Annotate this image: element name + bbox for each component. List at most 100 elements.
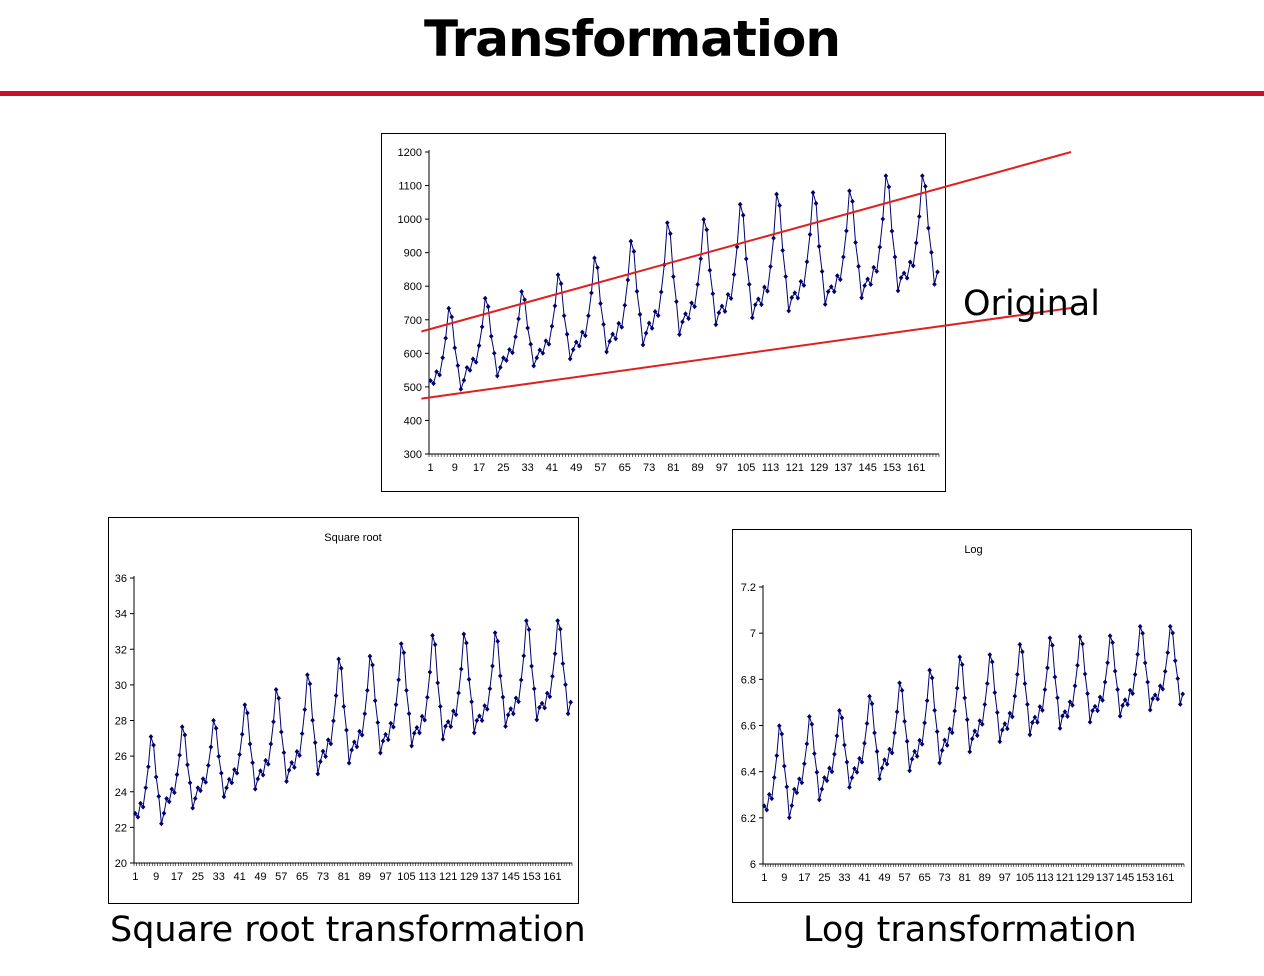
data-point [695, 281, 700, 288]
data-point [1047, 635, 1053, 641]
data-point [396, 677, 401, 683]
y-tick-label: 6.4 [741, 767, 756, 779]
data-point [1055, 695, 1060, 701]
data-point [731, 271, 737, 278]
data-point [305, 672, 310, 678]
x-tick-label: 41 [233, 871, 245, 883]
data-point [458, 666, 464, 672]
data-point [792, 786, 797, 792]
x-tick-label: 137 [834, 462, 852, 474]
data-point [557, 626, 563, 632]
data-point [853, 239, 858, 246]
x-tick-label: 129 [810, 462, 828, 474]
data-point [909, 756, 915, 762]
data-point [886, 184, 892, 190]
data-point [229, 780, 235, 786]
data-point [414, 724, 420, 731]
data-point [1145, 679, 1150, 685]
data-point [367, 653, 373, 659]
data-point [832, 751, 837, 757]
data-point [524, 618, 529, 624]
x-tick-label: 49 [878, 872, 890, 884]
data-point [446, 305, 452, 311]
data-point [962, 695, 968, 701]
data-point [923, 183, 928, 190]
data-point [1067, 699, 1073, 705]
x-tick-label: 137 [1096, 872, 1114, 884]
x-tick-label: 129 [460, 871, 478, 883]
data-point [837, 708, 842, 714]
data-point [889, 228, 895, 234]
data-point [174, 772, 180, 778]
data-point [185, 762, 190, 768]
data-point [380, 738, 386, 744]
data-point [887, 746, 892, 752]
data-point [864, 720, 870, 727]
data-point [794, 790, 800, 796]
data-point [430, 632, 435, 639]
data-point [1072, 683, 1078, 689]
data-point [148, 734, 154, 740]
data-point [1092, 703, 1098, 710]
data-point [286, 767, 292, 773]
data-point [549, 323, 555, 329]
data-point [208, 744, 214, 750]
data-point [764, 807, 770, 813]
series-line: Original [430, 175, 938, 390]
data-point [782, 763, 787, 769]
data-point [1170, 630, 1176, 636]
data-point [784, 784, 790, 790]
data-point [271, 719, 276, 725]
data-point [273, 687, 279, 693]
data-point [850, 198, 855, 204]
x-tick-label: 105 [737, 462, 755, 474]
data-point [443, 723, 448, 729]
x-tick-label: 81 [667, 462, 679, 474]
data-point [531, 686, 537, 692]
data-point [482, 295, 488, 301]
data-point [299, 730, 305, 737]
data-point [476, 343, 482, 349]
data-point [391, 724, 396, 730]
data-point [1005, 726, 1010, 732]
data-point [842, 742, 847, 748]
data-point [550, 673, 555, 679]
data-point [1032, 714, 1038, 720]
data-point [438, 703, 443, 710]
sqrt-chart-plot: Square root 20 22 24 26 28 30 32 34 36 1 9 17 25 33 41 4… [115, 532, 573, 883]
data-point [315, 771, 321, 777]
data-point [464, 640, 469, 646]
data-point [789, 802, 795, 809]
data-point [829, 769, 835, 775]
data-point [897, 680, 902, 686]
x-tick-label: 49 [254, 871, 266, 883]
data-point [1052, 674, 1058, 680]
x-tick-label: 65 [296, 871, 308, 883]
title-rule [0, 91, 1264, 96]
data-point [425, 694, 430, 700]
data-point [432, 642, 438, 648]
data-point [1050, 642, 1055, 648]
x-tick-label: 9 [781, 872, 787, 884]
data-point [211, 717, 216, 724]
data-point [522, 297, 527, 303]
x-tick-label: 137 [481, 871, 499, 883]
data-point [378, 750, 383, 756]
data-point [281, 749, 287, 756]
data-point [919, 741, 925, 747]
data-point [935, 269, 940, 275]
y-tick-label: 32 [115, 644, 127, 656]
data-point [1165, 650, 1171, 656]
data-point [563, 682, 568, 688]
data-point [972, 728, 978, 734]
data-point [341, 703, 347, 710]
data-point [1135, 651, 1140, 657]
data-point [937, 760, 942, 766]
data-point [737, 201, 743, 207]
data-point [383, 731, 388, 738]
data-point [1025, 701, 1030, 707]
x-tick-label: 105 [397, 871, 415, 883]
data-point [146, 764, 151, 770]
data-point [819, 268, 825, 275]
data-point [774, 191, 779, 197]
